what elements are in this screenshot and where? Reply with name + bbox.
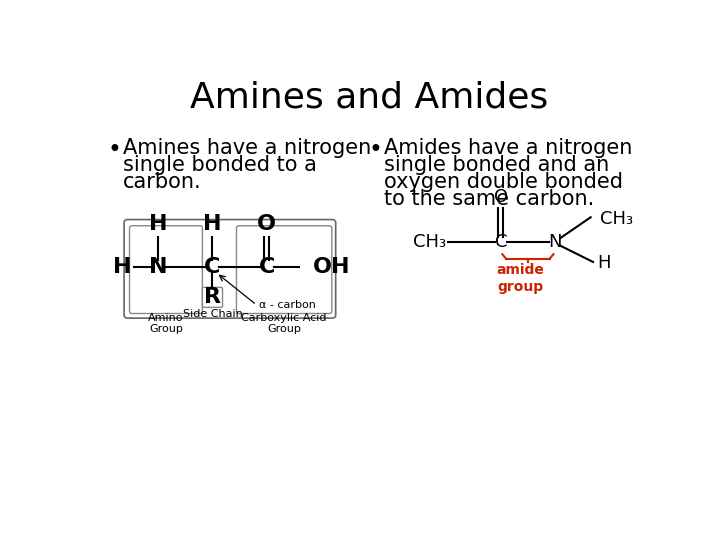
Text: N: N xyxy=(548,233,562,251)
Text: CH₃: CH₃ xyxy=(413,233,446,251)
Text: Amines have a nitrogen: Amines have a nitrogen xyxy=(122,138,371,158)
Text: Amides have a nitrogen: Amides have a nitrogen xyxy=(384,138,633,158)
Text: O: O xyxy=(494,188,508,206)
FancyBboxPatch shape xyxy=(236,226,332,314)
Text: single bonded and an: single bonded and an xyxy=(384,155,610,175)
Text: N: N xyxy=(149,256,168,276)
Text: C: C xyxy=(258,256,275,276)
Text: single bonded to a: single bonded to a xyxy=(122,155,316,175)
Text: Carboxylic Acid
Group: Carboxylic Acid Group xyxy=(241,313,327,334)
Text: •: • xyxy=(107,138,121,162)
Text: oxygen double bonded: oxygen double bonded xyxy=(384,172,624,192)
Text: H: H xyxy=(598,254,611,273)
Text: CH₃: CH₃ xyxy=(600,210,633,228)
Text: O: O xyxy=(257,214,276,234)
Text: R: R xyxy=(204,287,221,307)
FancyBboxPatch shape xyxy=(130,226,202,314)
Text: OH: OH xyxy=(313,256,351,276)
Text: C: C xyxy=(204,256,220,276)
Text: H: H xyxy=(203,214,222,234)
Text: H: H xyxy=(112,256,131,276)
Text: Amino
Group: Amino Group xyxy=(148,313,184,334)
Text: Side Chain: Side Chain xyxy=(183,309,243,319)
Text: carbon.: carbon. xyxy=(122,172,201,192)
Text: •: • xyxy=(369,138,383,162)
FancyBboxPatch shape xyxy=(202,287,222,307)
FancyBboxPatch shape xyxy=(124,220,336,318)
Text: amide
group: amide group xyxy=(496,264,544,294)
Text: to the same carbon.: to the same carbon. xyxy=(384,189,595,209)
Text: Amines and Amides: Amines and Amides xyxy=(190,80,548,114)
Text: H: H xyxy=(149,214,168,234)
Text: α - carbon: α - carbon xyxy=(259,300,316,310)
Text: C: C xyxy=(495,233,507,251)
